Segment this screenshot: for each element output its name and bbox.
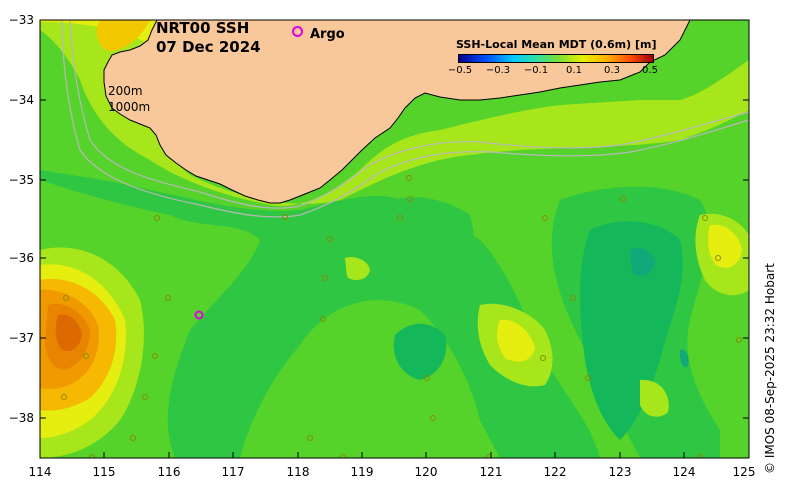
- lon-tick-label: 123: [608, 465, 632, 479]
- lon-tick-label: 120: [414, 465, 438, 479]
- lat-tick-label: −38: [8, 411, 34, 425]
- depth-label-200m: 200m: [108, 84, 143, 98]
- lon-tick-label: 124: [672, 465, 696, 479]
- lon-tick-label: 118: [286, 465, 310, 479]
- colorbar-tick: 0.5: [642, 65, 658, 76]
- lat-tick-label: −37: [8, 331, 34, 345]
- depth-label-1000m: 1000m: [108, 100, 151, 114]
- ssh-lower-regions: [393, 221, 689, 440]
- argo-highlight-marker: [194, 310, 204, 320]
- argo-floats: [61, 175, 742, 458]
- colorbar-title: SSH-Local Mean MDT (0.6m) [m]: [456, 38, 657, 51]
- credit-text: © IMOS 08-Sep-2025 23:32 Hobart: [763, 263, 777, 474]
- lon-tick-label: 125: [732, 465, 756, 479]
- depth-contours: [61, 20, 749, 218]
- lat-tick-marks: [40, 19, 749, 419]
- lat-tick-label: −36: [8, 251, 34, 265]
- warm-eddy: [40, 279, 117, 411]
- lat-tick-label: −34: [8, 93, 34, 107]
- colorbar-tick: −0.5: [447, 65, 473, 76]
- argo-legend-label: Argo: [310, 27, 345, 42]
- argo-legend: Argo: [292, 26, 345, 42]
- lon-tick-label: 117: [221, 465, 245, 479]
- colorbar-tick: −0.1: [523, 65, 549, 76]
- lat-tick-label: −35: [8, 173, 34, 187]
- map-date: 07 Dec 2024: [156, 38, 261, 56]
- lon-tick-label: 119: [350, 465, 374, 479]
- lon-tick-label: 114: [28, 465, 52, 479]
- colorbar-tick: 0.3: [604, 65, 620, 76]
- lon-tick-label: 115: [92, 465, 116, 479]
- lat-tick-label: −33: [8, 13, 34, 27]
- colorbar-tick: 0.1: [566, 65, 582, 76]
- colorbar-tick: −0.3: [485, 65, 511, 76]
- map-title: NRT00 SSH: [156, 19, 250, 37]
- map-frame: [39, 19, 750, 459]
- land-mass: [103, 20, 691, 204]
- lon-tick-label: 116: [157, 465, 181, 479]
- lon-tick-label: 122: [543, 465, 567, 479]
- lon-tick-label: 121: [479, 465, 503, 479]
- colorbar: [458, 54, 654, 63]
- lon-tick-marks: [39, 452, 750, 458]
- argo-marker-icon: [292, 26, 303, 37]
